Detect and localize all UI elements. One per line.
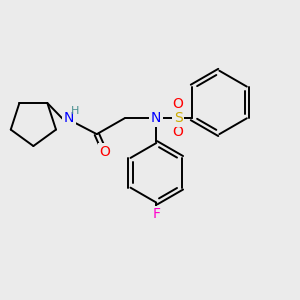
Text: O: O bbox=[172, 125, 184, 139]
Text: N: N bbox=[64, 111, 74, 125]
Text: O: O bbox=[172, 98, 184, 111]
Text: F: F bbox=[152, 207, 160, 221]
Text: S: S bbox=[174, 111, 182, 125]
Text: H: H bbox=[71, 106, 79, 116]
Text: N: N bbox=[151, 111, 161, 125]
Text: O: O bbox=[99, 145, 110, 159]
